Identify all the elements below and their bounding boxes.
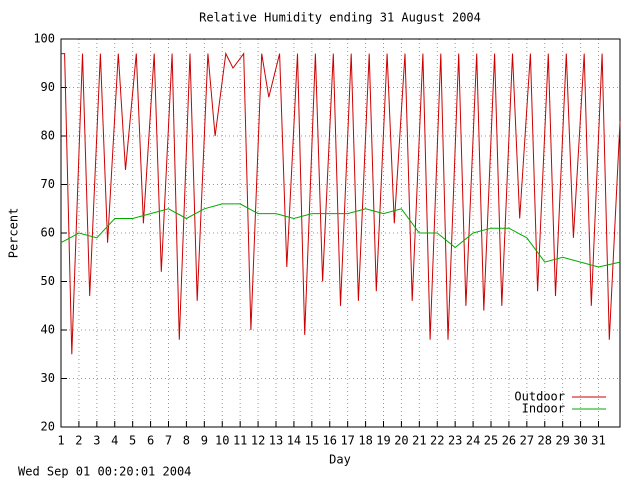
x-tick-label: 14	[287, 434, 301, 448]
x-tick-label: 23	[448, 434, 462, 448]
x-tick-label: 21	[412, 434, 426, 448]
x-tick-label: 16	[323, 434, 337, 448]
x-tick-label: 11	[233, 434, 247, 448]
x-tick-label: 1	[57, 434, 64, 448]
x-tick-label: 28	[538, 434, 552, 448]
x-tick-label: 6	[147, 434, 154, 448]
series-line	[60, 203, 621, 268]
legend-label: Outdoor	[514, 390, 565, 404]
x-tick-label: 24	[466, 434, 480, 448]
x-axis-label: Day	[329, 453, 351, 467]
y-tick-label: 20	[41, 420, 55, 434]
x-tick-label: 29	[555, 434, 569, 448]
x-tick-label: 15	[305, 434, 319, 448]
x-tick-label: 7	[165, 434, 172, 448]
series-line	[61, 51, 621, 355]
y-tick-label: 30	[41, 371, 55, 385]
footer: Wed Sep 01 00:20:01 2004	[18, 465, 191, 479]
y-tick-label: 70	[41, 177, 55, 191]
x-tick-label: 12	[251, 434, 265, 448]
plot-frame	[60, 38, 621, 428]
x-tick-label: 26	[502, 434, 516, 448]
y-tick-label: 80	[41, 129, 55, 143]
x-tick-label: 22	[430, 434, 444, 448]
y-tick-label: 60	[41, 226, 55, 240]
x-tick-label: 2	[75, 434, 82, 448]
y-tick-label: 40	[41, 323, 55, 337]
x-tick-label: 19	[376, 434, 390, 448]
x-tick-label: 30	[573, 434, 587, 448]
x-tick-label: 4	[111, 434, 118, 448]
x-tick-label: 20	[394, 434, 408, 448]
x-tick-label: 18	[358, 434, 372, 448]
y-tick-label: 90	[41, 80, 55, 94]
chart-title: Relative Humidity ending 31 August 2004	[199, 11, 481, 25]
x-tick-label: 10	[215, 434, 229, 448]
y-axis-label: Percent	[7, 208, 21, 259]
y-tick-label: 100	[33, 32, 55, 46]
x-tick-label: 13	[269, 434, 283, 448]
x-tick-label: 17	[340, 434, 354, 448]
x-tick-label: 5	[129, 434, 136, 448]
y-tick-label: 50	[41, 274, 55, 288]
x-tick-label: 25	[484, 434, 498, 448]
x-tick-label: 3	[93, 434, 100, 448]
x-tick-label: 27	[520, 434, 534, 448]
legend-label: Indoor	[522, 402, 565, 416]
x-tick-label: 9	[201, 434, 208, 448]
x-tick-label: 31	[591, 434, 605, 448]
x-tick-label: 8	[183, 434, 190, 448]
